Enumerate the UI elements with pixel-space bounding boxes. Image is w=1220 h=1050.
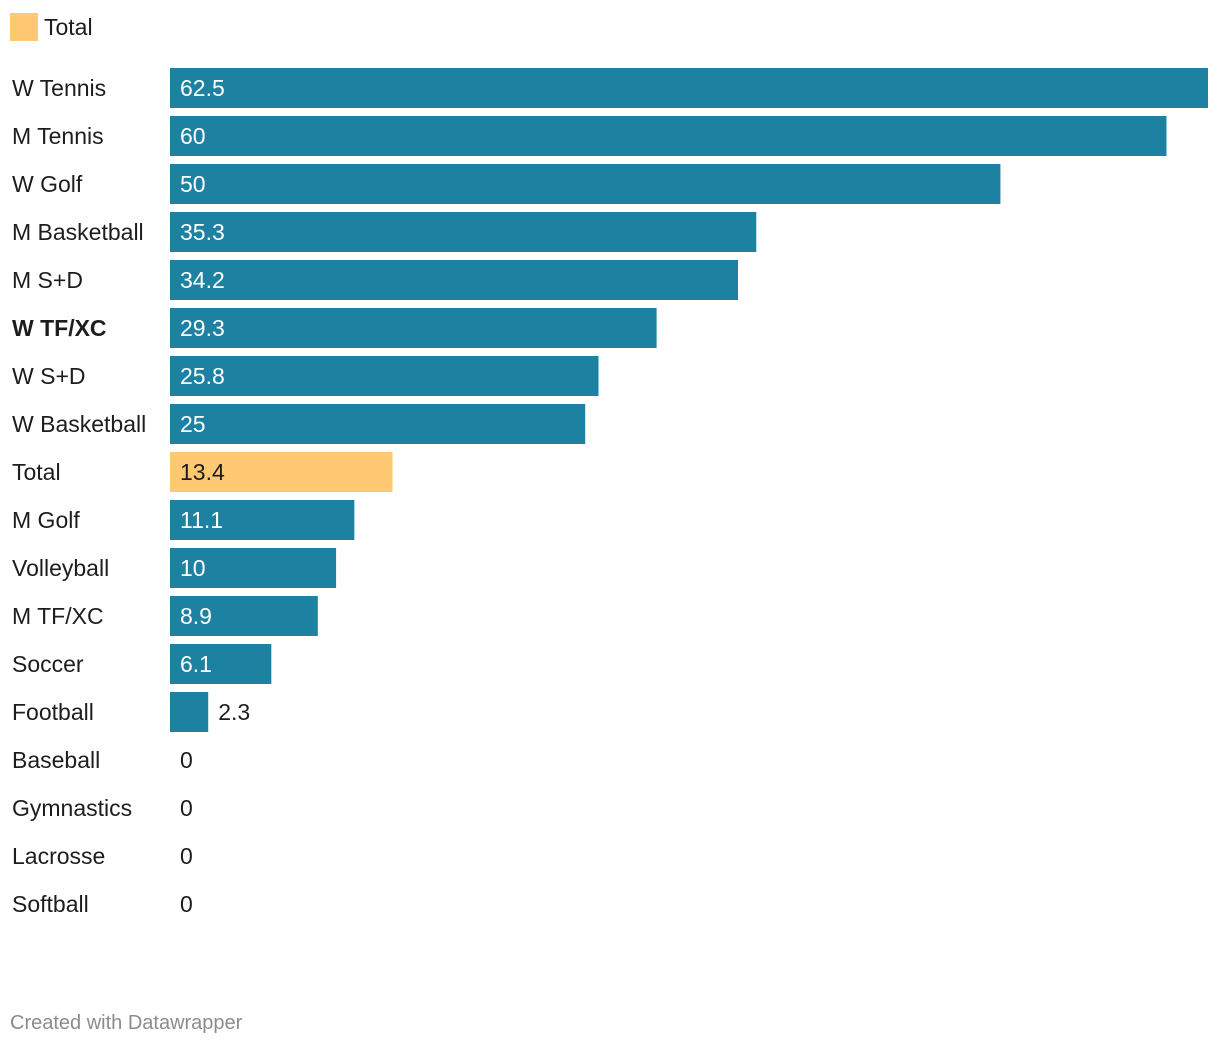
category-label-w-basketball: W Basketball [12,411,146,437]
value-label-w-tennis: 62.5 [180,75,225,101]
legend-swatch-total [10,13,38,41]
bar-w-tf-xc [170,308,657,348]
category-label-m-basketball: M Basketball [12,219,144,245]
category-label-w-tf-xc: W TF/XC [12,315,107,341]
bar-soccer [170,644,272,684]
value-label-w-golf: 50 [180,171,206,197]
category-label-w-golf: W Golf [12,171,83,197]
bar-football [170,692,209,732]
value-label-m-golf: 11.1 [180,507,223,533]
value-label-m-tennis: 60 [180,123,206,149]
value-label-w-s-plus-d: 25.8 [180,363,225,389]
legend-label-total: Total [44,14,93,40]
bar-m-golf [170,500,355,540]
value-label-baseball: 0 [180,747,193,773]
bar-w-basketball [170,404,586,444]
value-label-football: 2.3 [218,699,250,725]
footer-credit: Created with Datawrapper [10,1012,243,1034]
category-label-m-golf: M Golf [12,507,80,533]
legend: Total [10,12,93,42]
category-label-baseball: Baseball [12,747,100,773]
bar-w-s-plus-d [170,356,599,396]
value-label-m-basketball: 35.3 [180,219,225,245]
category-label-w-s-plus-d: W S+D [12,363,85,389]
category-label-lacrosse: Lacrosse [12,843,105,869]
category-label-total: Total [12,459,61,485]
category-label-softball: Softball [12,891,89,917]
category-label-soccer: Soccer [12,651,84,677]
value-label-m-s-plus-d: 34.2 [180,267,225,293]
bar-w-golf [170,164,1001,204]
category-label-football: Football [12,699,94,725]
bar-chart: W Tennis 62.5 M Tennis 60 W Golf 50 M Basketba… [12,68,1208,917]
category-label-gymnastics: Gymnastics [12,795,132,821]
bar-w-tennis [170,68,1208,108]
category-label-w-tennis: W Tennis [12,75,106,101]
value-label-w-tf-xc: 29.3 [180,315,225,341]
value-label-softball: 0 [180,891,193,917]
value-label-lacrosse: 0 [180,843,193,869]
category-label-m-s-plus-d: M S+D [12,267,83,293]
value-label-total: 13.4 [180,459,225,485]
value-label-w-basketball: 25 [180,411,206,437]
value-label-gymnastics: 0 [180,795,193,821]
category-label-volleyball: Volleyball [12,555,109,581]
bar-m-tf-xc [170,596,318,636]
bar-volleyball [170,548,337,588]
bar-m-tennis [170,116,1167,156]
value-label-volleyball: 10 [180,555,206,581]
value-label-m-tf-xc: 8.9 [180,603,212,629]
category-label-m-tf-xc: M TF/XC [12,603,104,629]
value-label-soccer: 6.1 [180,651,212,677]
category-label-m-tennis: M Tennis [12,123,104,149]
bar-total [170,452,393,492]
bar-m-s-plus-d [170,260,738,300]
bar-m-basketball [170,212,757,252]
